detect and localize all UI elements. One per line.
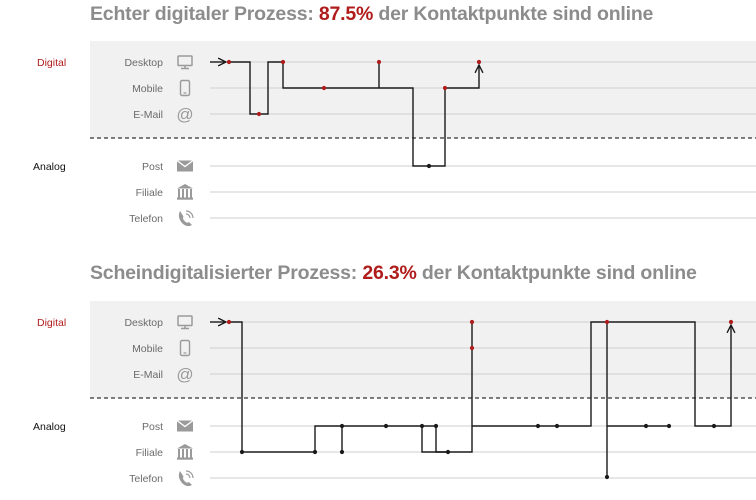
channel-label: Filiale <box>136 447 164 459</box>
touchpoint-dot <box>604 319 610 325</box>
smartphone-icon <box>179 79 191 97</box>
touchpoint-dot <box>445 449 451 455</box>
phone-wave-inner <box>185 213 191 219</box>
touchpoint-dot <box>711 423 717 429</box>
touchpoint-dot <box>442 85 448 91</box>
at-glyph: @ <box>176 105 193 124</box>
bank-column-2 <box>186 449 188 458</box>
title-real-digital-process: Echter digitaler Prozess: 87.5% der Kont… <box>90 3 653 26</box>
phone-wave-outer <box>185 470 194 479</box>
touchpoint-dot <box>419 423 425 429</box>
bank-column-2 <box>186 189 188 198</box>
channel-label: Post <box>142 161 163 173</box>
touchpoint-dot <box>476 59 482 65</box>
touchpoint-dot <box>312 449 318 455</box>
touchpoint-dot <box>226 319 232 325</box>
digital-band <box>90 301 756 398</box>
touchpoint-dot <box>666 423 672 429</box>
group-label-analog: Analog <box>33 161 66 173</box>
envelope-flap <box>176 159 194 168</box>
touchpoint-dot <box>426 163 432 169</box>
touchpoint-dot <box>554 423 560 429</box>
touchpoint-dot <box>256 111 262 117</box>
channel-label: E-Mail <box>133 369 163 381</box>
section-pseudo-digital: Desktop Mobile E-Mail Post Filiale Telefon Dig… <box>33 301 756 485</box>
monitor-icon <box>177 55 193 70</box>
phone-wave-inner <box>185 473 191 479</box>
touchpoint-dot <box>383 423 389 429</box>
touchpoint-dot <box>469 319 475 325</box>
bank-column-1 <box>182 189 184 198</box>
touchpoint-dot <box>469 345 475 351</box>
touchpoint-dot <box>604 474 610 480</box>
bank-base <box>177 197 193 200</box>
touchpoint-dot <box>433 423 439 429</box>
phone-handset <box>178 211 192 227</box>
phone-body <box>179 339 191 357</box>
at-sign-icon: @ <box>176 105 193 124</box>
envelope-icon <box>176 159 194 172</box>
title-prefix: Scheindigitalisierter Prozess: <box>90 262 358 284</box>
phone-handset <box>178 471 192 487</box>
phone-wave-outer <box>185 210 194 219</box>
bank-roof <box>177 184 193 189</box>
channel-label: Telefon <box>129 213 163 225</box>
digital-band <box>90 41 756 138</box>
channel-label: Post <box>142 421 163 433</box>
section-real-digital: Desktop Mobile E-Mail Post Filiale Telefon Dig… <box>33 41 756 225</box>
touchpoint-dot <box>226 59 232 65</box>
smartphone-icon <box>179 339 191 357</box>
touchpoint-dot <box>339 449 345 455</box>
at-glyph: @ <box>176 365 193 384</box>
title-pseudo-digital-process: Scheindigitalisierter Prozess: 26.3% der… <box>90 262 697 285</box>
touchpoint-dot <box>280 59 286 65</box>
title-suffix: der Kontaktpunkte sind online <box>378 3 654 25</box>
touchpoint-dot <box>239 449 245 455</box>
journey-branch <box>421 426 448 453</box>
channel-label: Mobile <box>132 343 163 355</box>
channel-label: Desktop <box>124 57 163 69</box>
touchpoint-dot <box>643 423 649 429</box>
title-suffix: der Kontaktpunkte sind online <box>421 262 697 284</box>
touchpoint-dot <box>376 59 382 65</box>
title-percent: 87.5% <box>318 3 374 25</box>
title-percent: 26.3% <box>362 262 417 284</box>
channel-label: Desktop <box>124 317 163 329</box>
bank-base <box>177 457 193 460</box>
touchpoint-dot <box>321 85 327 91</box>
channel-label: Mobile <box>132 83 163 95</box>
group-label-digital: Digital <box>37 317 66 329</box>
bank-column-0 <box>178 449 180 458</box>
bank-roof <box>177 444 193 449</box>
touchpoint-dot <box>728 319 734 325</box>
phone-icon <box>178 470 194 487</box>
envelope-icon <box>176 419 194 432</box>
bank-column-3 <box>190 189 192 198</box>
channel-label: Filiale <box>136 187 164 199</box>
bank-column-3 <box>190 449 192 458</box>
bank-column-0 <box>178 189 180 198</box>
bank-column-1 <box>182 449 184 458</box>
bank-building-icon <box>177 184 193 200</box>
phone-icon <box>178 210 194 227</box>
monitor-icon <box>177 315 193 330</box>
phone-body <box>179 79 191 97</box>
channel-label: E-Mail <box>133 109 163 121</box>
at-sign-icon: @ <box>176 365 193 384</box>
bank-building-icon <box>177 444 193 460</box>
channel-label: Telefon <box>129 473 163 485</box>
title-prefix: Echter digitaler Prozess: <box>90 3 314 25</box>
group-label-digital: Digital <box>37 57 66 69</box>
touchpoint-dot <box>535 423 541 429</box>
touchpoint-dot <box>339 423 345 429</box>
group-label-analog: Analog <box>33 421 66 433</box>
envelope-flap <box>176 419 194 428</box>
